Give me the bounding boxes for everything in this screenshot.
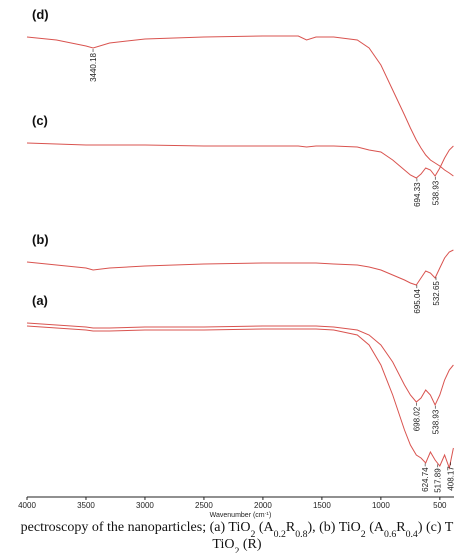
spectrum-line: [26, 35, 454, 177]
peak-label: 538.93: [431, 409, 440, 434]
caption-line-part: ), (b) TiO: [307, 520, 360, 535]
x-tick-label: 1500: [313, 501, 331, 510]
peak-label: 517.89: [434, 468, 443, 493]
spectrum-line: [26, 249, 454, 286]
peak-label: 624.74: [421, 467, 430, 492]
peak-label: 698.02: [412, 406, 421, 431]
x-tick-label: 3500: [77, 501, 95, 510]
peak-label: 532.65: [432, 281, 441, 306]
spectrum-line: [26, 325, 454, 470]
peak-label: 408.17: [447, 466, 456, 491]
x-axis-title-part: ): [269, 512, 271, 519]
caption-line-part: 0.6: [384, 529, 396, 540]
caption-line-part: R: [286, 520, 296, 535]
series-label: (d): [32, 7, 49, 22]
series-label: (a): [32, 293, 48, 308]
caption-line-part: 2: [250, 529, 255, 540]
spectrum-line: [26, 322, 454, 407]
caption-line-part: 2: [361, 529, 366, 540]
series-label: (b): [32, 232, 49, 247]
spectrum-line: [26, 142, 454, 179]
x-tick-label: 3000: [136, 501, 154, 510]
x-tick-label: 2000: [254, 501, 272, 510]
x-axis-title-part: Wavenumber (cm: [210, 512, 265, 519]
caption-line: pectroscopy of the nanoparticles; (a) Ti…: [21, 520, 454, 540]
caption-line-part: (A: [255, 520, 274, 535]
x-axis-title-part: -1: [265, 511, 270, 517]
caption-line-part: 0.8: [295, 529, 307, 540]
caption-line-part: ) (c) T: [418, 520, 454, 535]
caption-line-part: pectroscopy of the nanoparticles; (a) Ti…: [21, 520, 251, 535]
x-tick-label: 1000: [372, 501, 390, 510]
caption-line-part: 0.2: [274, 529, 286, 540]
series-label: (c): [32, 113, 48, 128]
peak-label: 695.04: [413, 289, 422, 314]
x-tick-label: 500: [433, 501, 447, 510]
caption-line-part: TiO: [212, 537, 234, 552]
x-tick-label: 2500: [195, 501, 213, 510]
caption-line-part: 2: [234, 546, 239, 553]
caption-line: TiO2 (R): [212, 537, 261, 553]
caption-line-part: 0.4: [406, 529, 418, 540]
peak-label: 694.33: [413, 182, 422, 207]
peak-label: 538.93: [431, 180, 440, 205]
peak-label: 3440.18: [89, 52, 98, 81]
caption-line-part: (R): [239, 537, 262, 552]
caption-line-part: (A: [366, 520, 385, 535]
caption-line-part: R: [396, 520, 406, 535]
x-axis-title: Wavenumber (cm-1): [210, 511, 272, 520]
x-tick-label: 4000: [18, 501, 36, 510]
